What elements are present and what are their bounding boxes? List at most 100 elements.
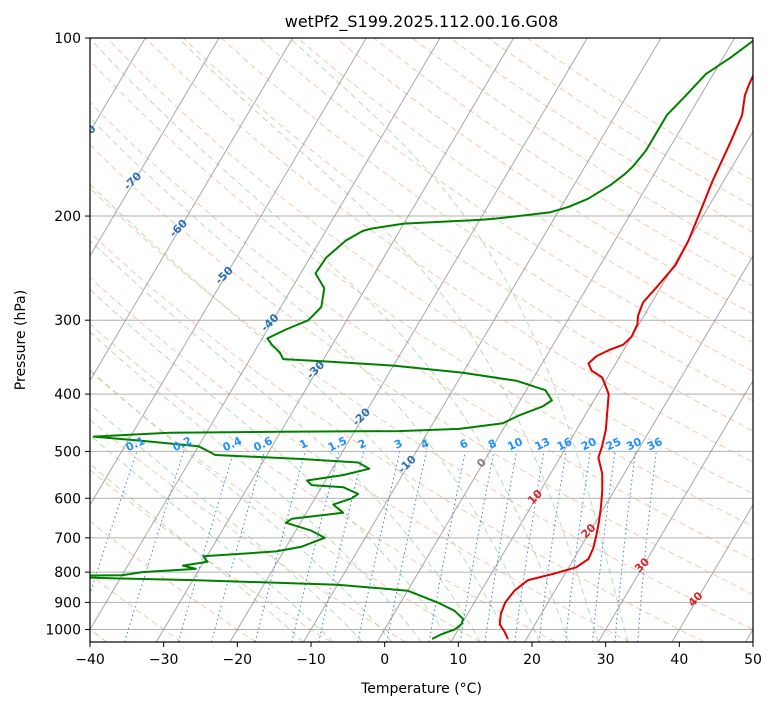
x-tick-label: 10 — [449, 652, 467, 668]
mixing-ratio-label: 25 — [604, 435, 623, 453]
isotherm-label: -50 — [213, 264, 236, 287]
mixing-ratio-line — [428, 451, 466, 642]
isotherm-line — [155, 38, 515, 642]
x-tick-label: 40 — [670, 652, 688, 668]
isotherm-line — [671, 503, 753, 642]
dry-adiabat — [183, 38, 753, 432]
mixing-ratio-label: 20 — [579, 435, 599, 453]
dry-adiabat — [90, 323, 556, 642]
dry-adiabat — [411, 38, 753, 260]
x-tick-label: 50 — [744, 652, 762, 668]
moist-adiabat — [90, 239, 481, 642]
mixing-ratio-line — [592, 451, 616, 642]
dry-adiabat — [373, 38, 753, 287]
mixing-ratio-line — [291, 451, 340, 642]
mixing-ratio-label: 1 — [297, 437, 309, 452]
isotherm-line — [90, 38, 294, 382]
dry-adiabat — [90, 144, 753, 595]
moist-adiabat — [90, 288, 452, 642]
x-tick-label: −30 — [149, 652, 179, 668]
moist-adiabat — [90, 38, 570, 642]
y-tick-label: 900 — [54, 595, 81, 611]
mixing-ratio-line — [538, 451, 567, 642]
moist-adiabat — [90, 116, 540, 642]
isobar-gridlines — [90, 38, 753, 630]
mixing-ratio-label: 3 — [392, 437, 404, 452]
series-layer — [90, 39, 753, 640]
isotherm-line — [376, 38, 736, 642]
dry-adiabat — [90, 520, 257, 642]
mixing-ratio-label: 6 — [458, 437, 471, 452]
dry-adiabat — [90, 419, 406, 642]
mixing-ratio-label: 4 — [419, 437, 432, 452]
isotherm-label: -20 — [350, 405, 373, 428]
y-tick-label: 800 — [54, 565, 81, 581]
y-tick-label: 700 — [54, 531, 81, 547]
mixing-ratio-line — [254, 451, 306, 642]
dry-adiabat — [90, 101, 753, 561]
mixing-ratio-line — [459, 451, 495, 642]
moist-adiabat — [90, 331, 422, 642]
dewpoint-profile-line — [90, 39, 753, 640]
isotherm-line — [524, 255, 753, 642]
moist-adiabat — [289, 38, 629, 642]
x-tick-label: −40 — [75, 652, 105, 668]
mixing-ratio-label: 30 — [624, 435, 644, 453]
mixing-ratio-label: 10 — [505, 435, 525, 453]
mixing-ratio-line — [90, 451, 138, 596]
mixing-ratio-line — [514, 451, 545, 642]
dry-adiabat — [144, 38, 753, 463]
x-axis: −40 −30 −20 −10 0 10 20 30 40 50 — [75, 642, 762, 668]
isotherm-label: 10 — [525, 487, 545, 507]
y-axis: 100 200 300 400 500 600 700 800 900 1000 — [45, 31, 90, 638]
mixing-ratio-line — [637, 451, 657, 642]
moist-adiabat — [90, 434, 334, 642]
moist-adiabat — [90, 403, 363, 642]
plot-area: 0.1 0.2 0.4 0.6 1 1.5 2 3 4 6 8 10 13 16 20 25 30 36-100-… — [0, 38, 753, 642]
isotherm-line — [229, 38, 588, 642]
y-axis-label: Pressure (hPa) — [13, 290, 29, 390]
y-tick-label: 100 — [54, 31, 81, 47]
y-tick-label: 500 — [54, 444, 81, 460]
mixing-ratio-line — [564, 451, 591, 642]
temperature-profile-line — [498, 73, 753, 640]
mixing-ratio-line — [386, 451, 427, 642]
y-tick-label: 300 — [54, 313, 81, 329]
mixing-ratio-line — [614, 451, 636, 642]
isotherm-label: -40 — [258, 311, 281, 334]
isotherm-label: 40 — [686, 589, 706, 609]
dry-adiabat — [221, 38, 753, 402]
isotherm-line — [597, 379, 753, 642]
mixing-ratio-line — [357, 451, 401, 642]
mixing-ratio-line — [177, 451, 235, 642]
plot-frame — [89, 37, 754, 643]
y-tick-label: 400 — [54, 387, 81, 403]
isotherm-line — [90, 38, 220, 257]
moist-adiabat — [90, 183, 511, 642]
mixing-ratio-label: 16 — [555, 435, 575, 453]
moist-adiabat — [177, 38, 599, 642]
x-tick-label: 0 — [380, 652, 389, 668]
mixing-ratio-label: 36 — [645, 435, 665, 453]
moist-adiabat — [90, 369, 393, 642]
mixing-ratio-line — [211, 451, 266, 642]
isotherm-label: -70 — [121, 169, 144, 192]
isotherm-line — [0, 38, 72, 642]
dry-adiabat — [450, 38, 753, 234]
skewed-isotherms — [0, 38, 753, 642]
isotherm-label: 0 — [474, 455, 489, 470]
isotherm-line — [303, 38, 662, 642]
dry-adiabat — [488, 38, 753, 207]
y-tick-label: 1000 — [45, 622, 81, 638]
mixing-ratio-line — [484, 451, 518, 642]
x-tick-label: −20 — [223, 652, 253, 668]
y-tick-label: 200 — [54, 209, 81, 225]
x-axis-label: Temperature (°C) — [360, 681, 482, 697]
dry-adiabat — [259, 38, 753, 372]
x-tick-label: 30 — [597, 652, 615, 668]
isotherm-label: -80 — [75, 122, 98, 145]
dry-adiabat — [526, 38, 753, 182]
mixing-ratio-line — [318, 451, 365, 642]
background-lines — [90, 38, 753, 642]
